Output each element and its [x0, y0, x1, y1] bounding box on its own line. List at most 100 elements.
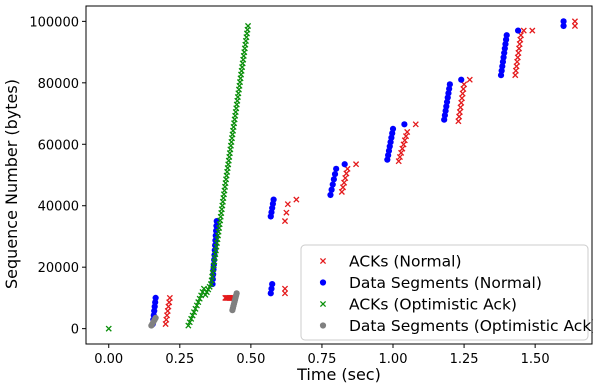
data-point: [281, 285, 289, 292]
x-axis-label: Time (sec): [296, 365, 381, 384]
data-point: [341, 179, 348, 186]
data-points: [105, 18, 579, 332]
x-tick-label: 0.00: [94, 352, 123, 367]
plot-frame: [85, 5, 593, 345]
data-point: [186, 319, 193, 326]
data-point: [284, 201, 291, 208]
data-point: [152, 294, 159, 302]
data-point: [401, 121, 408, 128]
data-point: [529, 27, 536, 34]
data-point: [458, 76, 465, 83]
y-tick-label: 80000: [38, 77, 79, 92]
data-point: [560, 18, 567, 25]
y-tick-label: 40000: [38, 200, 79, 215]
data-point: [571, 22, 579, 30]
data-point: [270, 196, 277, 203]
data-point: [400, 141, 407, 148]
data-point: [466, 76, 473, 83]
legend-marker: [319, 322, 327, 329]
legend-label: ACKs (Normal): [349, 253, 462, 271]
data-point: [456, 113, 463, 120]
data-point: [188, 315, 195, 322]
data-point: [166, 294, 173, 301]
data-point: [343, 170, 350, 177]
data-point: [233, 290, 240, 297]
legend: ACKs (Normal) Data Segments (Normal) ACKs …: [300, 244, 593, 341]
data-point: [329, 181, 336, 188]
legend-label: Data Segments (Optimistic Ack): [349, 317, 593, 335]
y-tick-label: 20000: [38, 261, 79, 276]
data-point: [503, 32, 510, 39]
x-tick-label: 1.25: [450, 352, 479, 367]
data-point: [395, 158, 402, 165]
data-point: [402, 133, 410, 140]
data-point: [446, 81, 453, 88]
data-point: [341, 161, 348, 168]
data-point: [456, 108, 463, 116]
data-point: [460, 85, 467, 93]
data-point: [269, 280, 276, 288]
data-point: [457, 104, 464, 111]
data-point: [331, 170, 339, 178]
data-point: [459, 90, 466, 97]
data-point: [192, 305, 199, 312]
data-point: [520, 27, 527, 34]
data-point: [571, 18, 579, 25]
legend-marker: [319, 300, 327, 308]
data-point: [281, 218, 289, 225]
legend-marker: [319, 279, 327, 286]
data-point: [389, 125, 397, 133]
data-point: [412, 121, 419, 128]
data-point: [193, 302, 200, 309]
x-tick-label: 0.25: [165, 352, 194, 367]
data-point: [152, 314, 159, 321]
data-point: [458, 95, 466, 102]
data-point: [352, 161, 360, 168]
data-point: [458, 99, 465, 106]
data-point: [455, 118, 462, 125]
data-point: [333, 165, 340, 172]
legend-marker: [319, 257, 327, 265]
data-point: [189, 312, 196, 319]
x-tick-label: 1.50: [521, 352, 550, 367]
y-tick-label: 100000: [29, 15, 79, 30]
data-point: [338, 188, 345, 195]
data-point: [328, 186, 335, 193]
data-point: [195, 299, 202, 306]
data-point: [185, 322, 192, 329]
x-tick-label: 0.50: [236, 352, 265, 367]
legend-label: ACKs (Optimistic Ack): [349, 296, 517, 314]
series-group: [162, 18, 579, 328]
y-axis-label: Sequence Number (bytes): [2, 79, 21, 289]
data-point: [196, 295, 203, 302]
data-point: [268, 285, 275, 292]
y-tick-label: 60000: [38, 138, 79, 153]
data-point: [398, 149, 405, 156]
data-point: [514, 27, 522, 34]
data-point: [342, 175, 349, 182]
data-point: [105, 325, 112, 332]
data-point: [281, 290, 289, 297]
data-point: [330, 176, 337, 183]
axes: 0.00 0.25 0.50 0.75 1.00 1.25 1.50 0 20000 40000 6…: [29, 5, 593, 367]
data-point: [401, 137, 408, 144]
data-point: [396, 153, 403, 161]
data-point: [267, 290, 274, 297]
data-point: [339, 184, 347, 191]
legend-box: [300, 244, 589, 341]
data-point: [293, 196, 300, 203]
series-group: [148, 290, 240, 329]
x-tick-label: 0.75: [307, 352, 336, 367]
x-tick-label: 1.00: [379, 352, 408, 367]
series-group: [105, 22, 252, 332]
data-point: [190, 309, 198, 316]
y-tick-label: 0: [71, 323, 79, 338]
data-point: [399, 145, 406, 152]
data-point: [404, 128, 411, 136]
data-point: [327, 191, 334, 199]
data-point: [244, 22, 252, 30]
data-point: [283, 209, 290, 216]
legend-label: Data Segments (Normal): [349, 274, 542, 292]
data-point: [560, 22, 567, 30]
